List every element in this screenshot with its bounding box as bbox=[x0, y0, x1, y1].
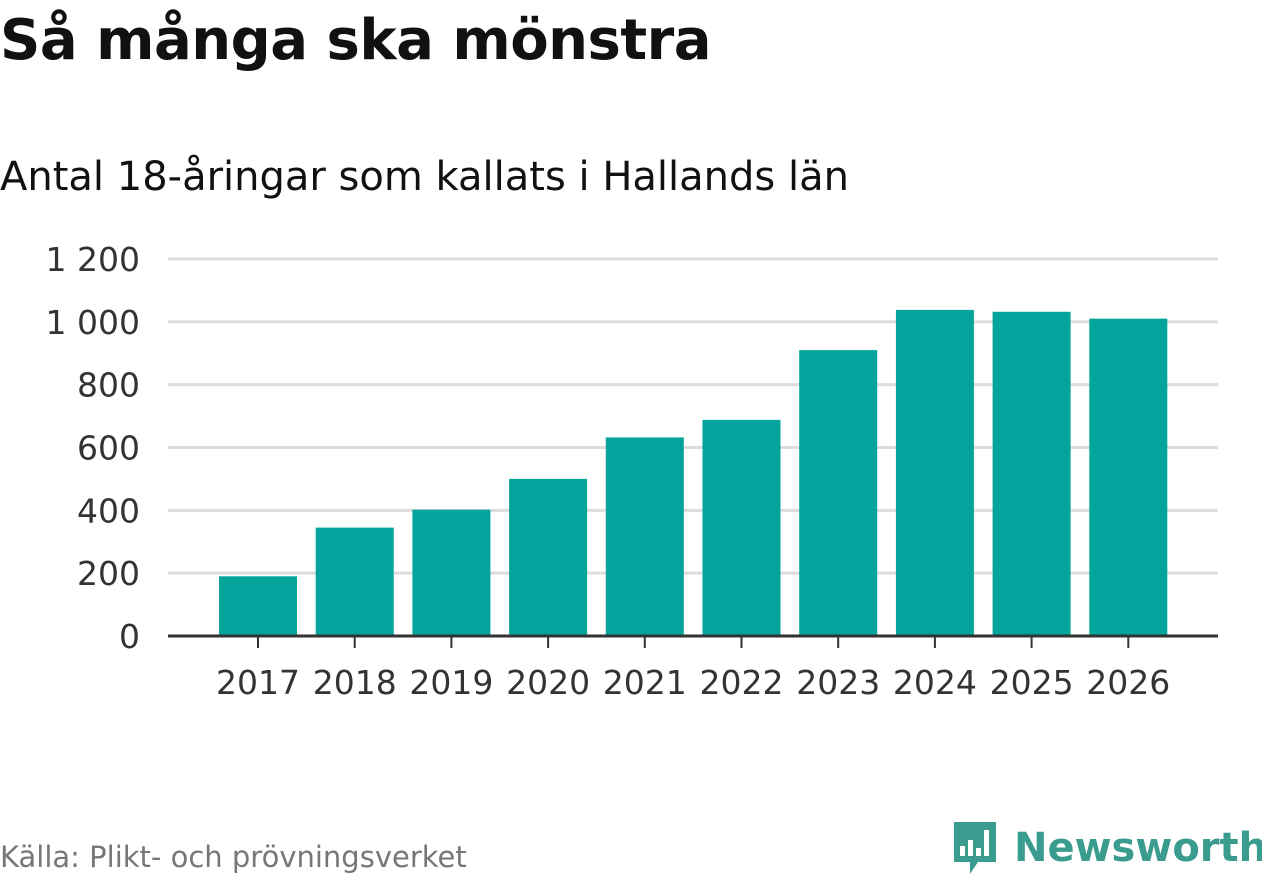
x-tick-label: 2020 bbox=[506, 663, 590, 702]
bar-2023 bbox=[799, 350, 878, 636]
x-axis-labels: 2017 2018 2019 2020 2021 2022 2023 2024 2025 2026 bbox=[216, 663, 1170, 702]
bar-2026 bbox=[1089, 318, 1168, 636]
y-tick-label: 200 bbox=[77, 554, 140, 593]
y-tick-label: 0 bbox=[119, 617, 140, 656]
bar-2021 bbox=[605, 437, 684, 636]
chart-subtitle: Antal 18-åringar som kallats i Hallands … bbox=[0, 154, 849, 200]
x-tick-label: 2018 bbox=[313, 663, 397, 702]
bar-2022 bbox=[702, 419, 781, 636]
x-tick-label: 2019 bbox=[409, 663, 493, 702]
x-tick-label: 2017 bbox=[216, 663, 300, 702]
x-tick-label: 2024 bbox=[893, 663, 977, 702]
bars bbox=[219, 309, 1168, 636]
y-tick-label: 1 000 bbox=[46, 303, 140, 342]
chart-title: Så många ska mönstra bbox=[0, 8, 712, 73]
x-axis bbox=[168, 634, 1218, 648]
newsworthy-logo-icon bbox=[954, 822, 996, 874]
y-tick-label: 1 200 bbox=[46, 240, 140, 279]
bar-2025 bbox=[992, 311, 1071, 636]
y-tick-label: 800 bbox=[77, 366, 140, 405]
y-tick-label: 400 bbox=[77, 491, 140, 530]
x-tick-label: 2025 bbox=[990, 663, 1074, 702]
brand-logo: Newsworthy bbox=[950, 818, 1262, 878]
bar-2018 bbox=[315, 527, 394, 636]
x-tick-label: 2026 bbox=[1086, 663, 1170, 702]
brand-name: Newsworthy bbox=[1014, 825, 1262, 871]
x-tick-label: 2022 bbox=[700, 663, 784, 702]
y-tick-label: 600 bbox=[77, 429, 140, 468]
bar-2017 bbox=[219, 576, 297, 636]
bar-2024 bbox=[895, 309, 974, 636]
bar-2019 bbox=[412, 509, 491, 636]
x-tick-label: 2021 bbox=[603, 663, 687, 702]
bar-2020 bbox=[509, 478, 588, 636]
x-tick-label: 2023 bbox=[796, 663, 880, 702]
y-axis-labels: 0 200 400 600 800 1 000 1 200 bbox=[46, 240, 140, 656]
source-note: Källa: Plikt- och prövningsverket bbox=[0, 840, 467, 874]
